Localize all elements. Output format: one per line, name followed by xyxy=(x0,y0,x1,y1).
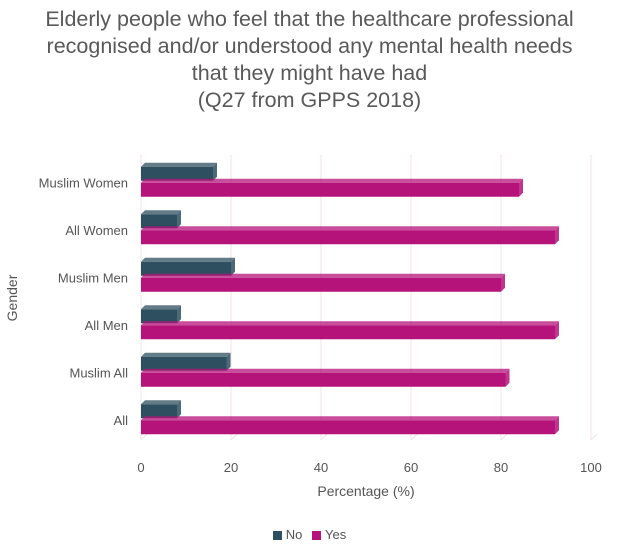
bar-all-yes-side xyxy=(555,416,559,435)
y-tick-label-all-men: All Men xyxy=(85,318,128,333)
x-tick-label-40: 40 xyxy=(314,460,328,475)
legend-swatch-no xyxy=(272,531,282,540)
y-tick-label-muslim-all: Muslim All xyxy=(69,365,128,380)
bar-all-yes-top xyxy=(141,416,559,421)
y-axis-title: Gender xyxy=(4,274,20,321)
bar-all-men-no-side xyxy=(177,305,181,324)
bar-all-men-no-top xyxy=(141,305,181,310)
bar-muslim-men-yes-side xyxy=(501,273,505,292)
bar-all-men-yes-top xyxy=(141,321,559,326)
bar-muslim-all-yes-side xyxy=(505,368,510,387)
x-tick-label-80: 80 xyxy=(494,460,508,475)
bar-all-no-face xyxy=(141,404,177,419)
bar-all-men-no xyxy=(141,305,181,324)
y-tick-label-muslim-women: Muslim Women xyxy=(39,175,128,190)
bar-all-women-yes-face xyxy=(141,230,555,245)
tick-labels: 0 20 40 60 80 100 Muslim Women All Women Muslim … xyxy=(39,175,602,475)
bar-muslim-women-yes-side xyxy=(519,178,523,197)
y-tick-label-all: All xyxy=(114,413,129,428)
bar-all-no-side xyxy=(177,400,181,419)
bar-all-men-no-face xyxy=(141,309,177,324)
x-tick-label-0: 0 xyxy=(137,460,144,475)
bar-muslim-all-no xyxy=(141,352,231,371)
bar-all-men-yes-face xyxy=(141,325,555,340)
legend-item-yes: Yes xyxy=(312,527,346,542)
legend-item-no: No xyxy=(272,527,303,542)
bar-muslim-men-yes-face xyxy=(141,277,501,292)
gridlines xyxy=(140,155,598,441)
bar-all-yes-face xyxy=(141,420,555,435)
x-tick-label-60: 60 xyxy=(404,460,418,475)
gridline-x-foot-80 xyxy=(500,433,508,441)
bar-muslim-women-yes-top xyxy=(141,178,523,183)
gridline-x-foot-100 xyxy=(590,433,598,441)
gridline-x-foot-0 xyxy=(140,433,148,441)
bar-muslim-men-no-top xyxy=(141,257,235,262)
y-tick-label-all-women: All Women xyxy=(65,223,128,238)
legend-label-yes: Yes xyxy=(325,527,347,542)
bar-muslim-women-no-side xyxy=(213,162,217,181)
bar-muslim-men-yes xyxy=(141,273,505,292)
legend-swatch-yes xyxy=(312,531,322,540)
bar-muslim-women-no-face xyxy=(141,166,213,181)
bar-all-women-no-face xyxy=(141,214,177,229)
bar-muslim-men-yes-top xyxy=(141,273,505,278)
bar-muslim-women-no xyxy=(141,162,217,181)
bar-muslim-women-yes xyxy=(141,178,523,197)
bar-muslim-all-yes-face xyxy=(141,372,506,387)
bar-all-women-no xyxy=(141,210,181,229)
x-tick-label-100: 100 xyxy=(580,460,602,475)
bar-muslim-all-no-face xyxy=(141,356,227,371)
bar-muslim-all-yes-top xyxy=(141,368,510,373)
bar-all-women-yes-top xyxy=(141,226,559,231)
gridline-x-foot-60 xyxy=(410,433,418,441)
chart-title-line-1: Elderly people who feel that the healthc… xyxy=(45,7,574,31)
bar-all-men-yes xyxy=(141,321,559,340)
bar-all-men-yes-side xyxy=(555,321,559,340)
bar-muslim-men-no-face xyxy=(141,261,231,276)
bar-all-no xyxy=(141,400,181,419)
gridline-x-foot-40 xyxy=(320,433,328,441)
bar-muslim-women-yes-face xyxy=(141,182,519,197)
x-axis-title: Percentage (%) xyxy=(317,483,414,499)
chart-title: Elderly people who feel that the healthc… xyxy=(0,6,619,114)
x-tick-label-20: 20 xyxy=(224,460,238,475)
bar-muslim-men-no xyxy=(141,257,235,276)
bar-all-women-yes xyxy=(141,226,559,245)
bar-muslim-all-yes xyxy=(141,368,510,387)
bar-muslim-men-no-side xyxy=(231,257,235,276)
y-tick-label-muslim-men: Muslim Men xyxy=(58,270,128,285)
bar-muslim-all-no-top xyxy=(141,352,231,357)
legend-label-no: No xyxy=(285,527,303,542)
bar-muslim-women-no-top xyxy=(141,162,217,167)
chart-title-line-2: recognised and/or understood any mental … xyxy=(46,34,573,58)
bar-all-no-top xyxy=(141,400,181,405)
chart-title-line-4: (Q27 from GPPS 2018) xyxy=(197,88,422,112)
legend: No Yes xyxy=(0,527,619,542)
bar-all-women-no-top xyxy=(141,210,181,215)
bars xyxy=(141,162,559,435)
gridline-x-foot-20 xyxy=(230,433,238,441)
bar-all-women-yes-side xyxy=(555,226,559,245)
chart-title-line-3: that they might have had xyxy=(191,61,428,85)
bar-all-women-no-side xyxy=(177,210,181,229)
bar-all-yes xyxy=(141,416,559,435)
bar-muslim-all-no-side xyxy=(226,352,231,371)
